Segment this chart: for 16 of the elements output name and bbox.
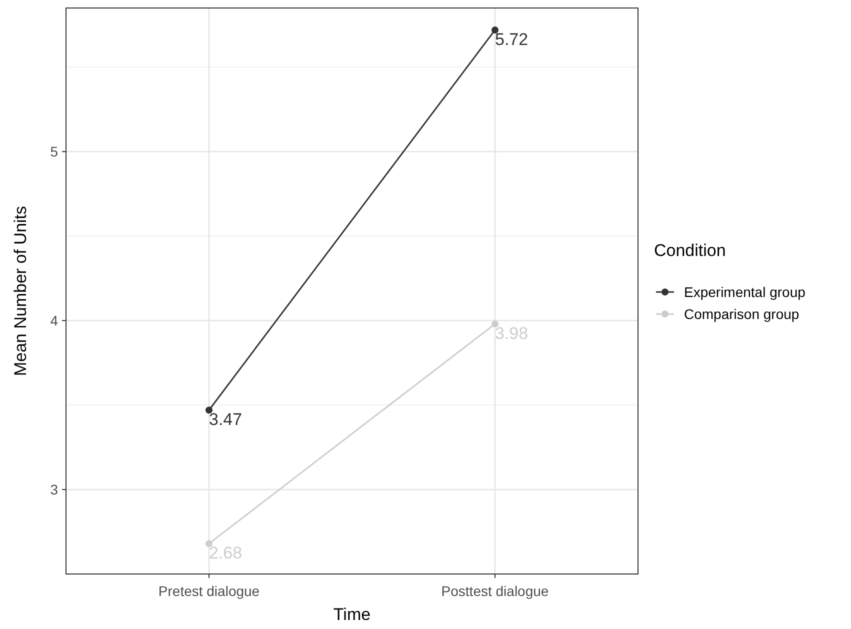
data-label: 5.72 (495, 30, 528, 49)
point (492, 320, 498, 328)
data-label: 3.47 (209, 410, 242, 430)
legend-label: Experimental group (684, 284, 806, 300)
y-tick-label: 4 (50, 312, 58, 328)
x-tick-label: Pretest dialogue (158, 583, 260, 599)
legend-label: Comparison group (684, 306, 800, 322)
point (206, 406, 212, 414)
point (206, 540, 212, 548)
y-axis-title: Mean Number of Units (11, 206, 30, 376)
point (492, 26, 498, 34)
y-tick-label: 5 (50, 144, 58, 160)
x-tick-label: Posttest dialogue (441, 583, 549, 599)
legend-title: Condition (654, 241, 726, 260)
x-axis-title: Time (333, 605, 371, 624)
y-tick-label: 3 (50, 481, 58, 498)
